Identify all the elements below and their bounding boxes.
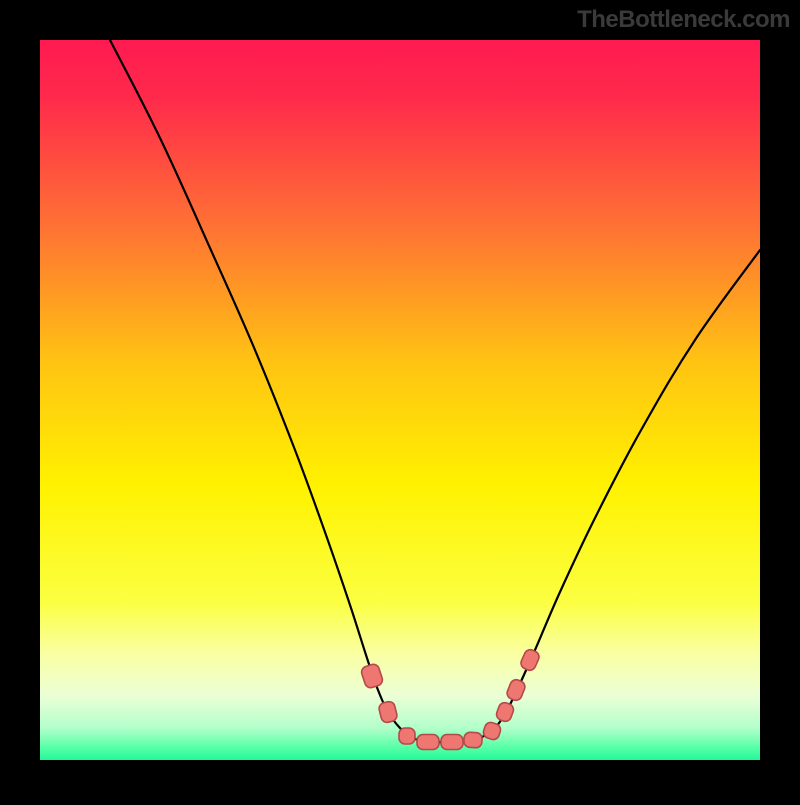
bottleneck-chart — [0, 0, 800, 800]
chart-svg — [0, 0, 800, 800]
